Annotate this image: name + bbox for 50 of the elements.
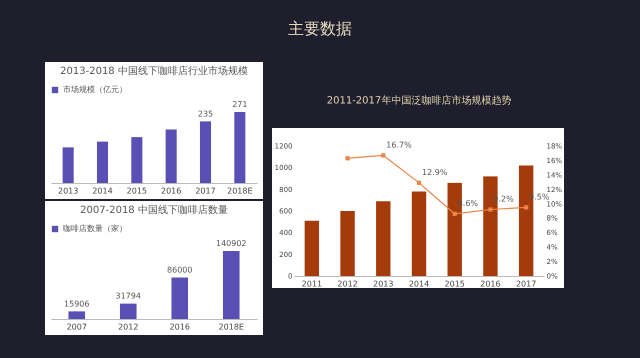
point — [452, 212, 457, 216]
bar — [96, 142, 108, 183]
x-tick-label: 2007 — [66, 322, 87, 332]
x-tick-label: 2017 — [516, 280, 536, 288]
x-tick-label: 2012 — [118, 322, 138, 332]
x-tick-label: 2011 — [302, 280, 322, 288]
bar — [340, 211, 355, 276]
point — [381, 153, 386, 158]
legend-label: 咖啡店数量（家） — [63, 224, 127, 233]
data-label: 15906 — [64, 299, 90, 308]
bar — [131, 137, 142, 183]
chart-title: 2007-2018 中国线下咖啡店数量 — [80, 204, 228, 216]
legend-label: 市场规模（亿元） — [63, 85, 127, 94]
x-tick-label: 2013 — [58, 186, 78, 196]
chart-title: 2013-2018 中国线下咖啡店行业市场规模 — [60, 65, 248, 77]
bar — [200, 121, 212, 183]
text: 主要数据 — [287, 18, 353, 40]
bar — [376, 201, 390, 276]
bar — [120, 304, 137, 319]
x-tick-label: 2017 — [195, 186, 216, 196]
bar — [171, 277, 188, 319]
x-tick-label: 2013 — [373, 280, 394, 288]
x-tick-label: 2015 — [444, 280, 465, 288]
x-tick-label: 2016 — [160, 186, 182, 196]
bar — [166, 130, 177, 183]
bar — [222, 251, 240, 319]
point — [524, 205, 528, 210]
x-tick-label: 2014 — [92, 186, 113, 196]
chart-title: 2011-2017年中国泛咖啡店市场规模趋势 — [326, 94, 512, 106]
data-label: 271 — [232, 100, 248, 109]
bar — [68, 311, 86, 319]
data-label: 12.9% — [422, 168, 448, 177]
point — [345, 156, 350, 160]
bar — [304, 220, 320, 276]
x-tick-label: 2016 — [170, 322, 190, 332]
x-tick-label: 2012 — [337, 280, 358, 288]
data-label: 86000 — [167, 265, 192, 274]
data-label: 16.7% — [386, 140, 412, 150]
x-tick-label: 2016 — [480, 280, 501, 288]
bar — [234, 112, 246, 183]
data-label: 140902 — [216, 239, 247, 248]
x-tick-label: 2014 — [408, 280, 430, 288]
point — [416, 180, 422, 185]
data-label: 235 — [198, 109, 214, 118]
bar — [62, 147, 74, 183]
data-label: 31794 — [116, 292, 141, 301]
x-tick-label: 2018E — [218, 322, 244, 332]
bar — [412, 192, 426, 276]
x-tick-label: 2018E — [227, 186, 253, 196]
x-tick-label: 2015 — [126, 186, 148, 196]
